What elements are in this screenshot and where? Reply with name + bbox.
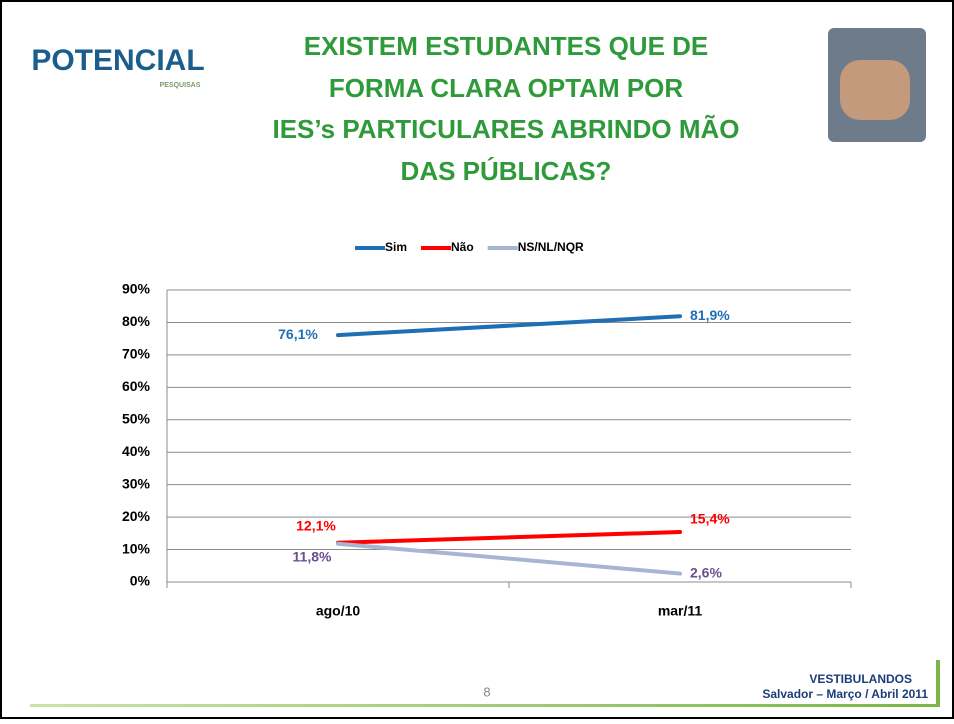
y-tick-label: 60% bbox=[122, 378, 151, 394]
side-rule bbox=[936, 660, 940, 707]
y-tick-label: 90% bbox=[122, 281, 151, 297]
value-label: 2,6% bbox=[690, 564, 722, 580]
value-label: 11,8% bbox=[293, 548, 332, 564]
value-label: 15,4% bbox=[690, 511, 730, 527]
y-tick-label: 20% bbox=[122, 508, 151, 524]
legend-label: Não bbox=[451, 240, 474, 254]
y-tick-label: 0% bbox=[130, 573, 151, 589]
footer-rule bbox=[30, 704, 940, 707]
page-number: 8 bbox=[483, 684, 490, 699]
x-tick-label: mar/11 bbox=[658, 603, 703, 619]
value-label: 81,9% bbox=[690, 307, 730, 323]
slide: POTENCIAL PESQUISAS EXISTEM ESTUDANTES Q… bbox=[0, 0, 954, 719]
y-tick-label: 80% bbox=[122, 313, 151, 329]
y-tick-label: 10% bbox=[122, 540, 151, 556]
y-tick-label: 40% bbox=[122, 443, 151, 459]
legend-label: NS/NL/NQR bbox=[518, 240, 584, 254]
x-tick-label: ago/10 bbox=[316, 603, 361, 619]
photo-figure bbox=[840, 60, 910, 120]
footer-title: VESTIBULANDOS bbox=[809, 672, 912, 686]
y-tick-label: 70% bbox=[122, 346, 151, 362]
value-label: 12,1% bbox=[296, 517, 336, 533]
title-line: IES’s PARTICULARES ABRINDO MÃO bbox=[272, 114, 739, 144]
logo: POTENCIAL bbox=[31, 44, 204, 77]
y-tick-label: 30% bbox=[122, 475, 151, 491]
title-line: DAS PÚBLICAS? bbox=[401, 156, 612, 186]
value-label: 76,1% bbox=[278, 326, 318, 342]
logo-sub: PESQUISAS bbox=[160, 82, 201, 89]
legend-label: Sim bbox=[385, 240, 407, 254]
title-line: EXISTEM ESTUDANTES QUE DE bbox=[304, 31, 709, 61]
y-tick-label: 50% bbox=[122, 410, 151, 426]
title-line: FORMA CLARA OPTAM POR bbox=[329, 73, 684, 103]
footer-subtitle: Salvador – Março / Abril 2011 bbox=[762, 687, 928, 701]
